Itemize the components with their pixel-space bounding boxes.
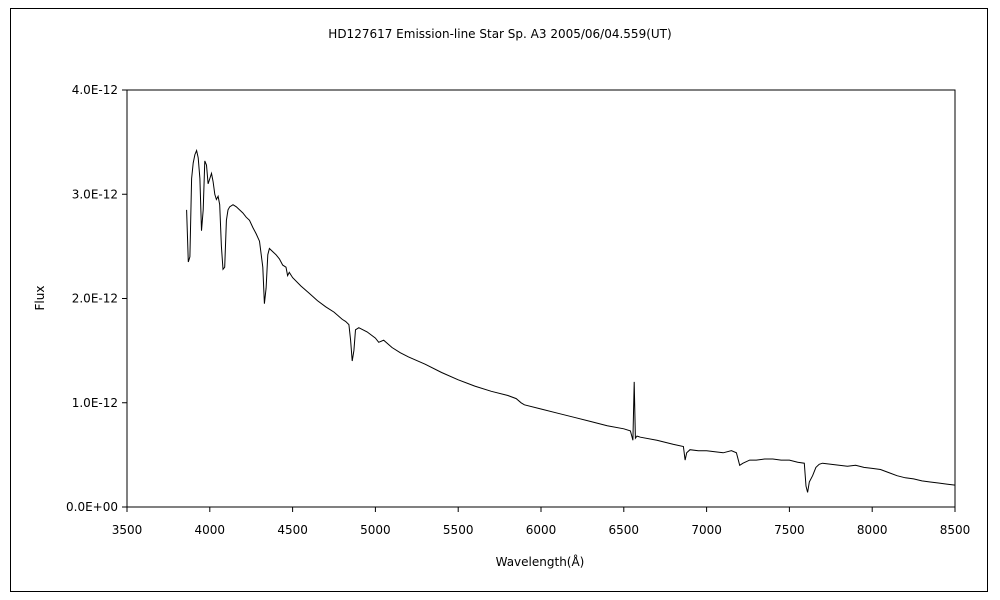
chart-title: HD127617 Emission-line Star Sp. A3 2005/… <box>328 27 671 41</box>
y-tick-label: 1.0E-12 <box>72 396 118 410</box>
y-tick-label: 4.0E-12 <box>72 83 118 97</box>
x-tick-label: 4500 <box>277 523 308 537</box>
y-axis: 0.0E+00 1.0E-12 2.0E-12 3.0E-12 4.0E-12 <box>66 83 127 514</box>
x-tick-label: 7500 <box>774 523 805 537</box>
x-tick-label: 6500 <box>609 523 640 537</box>
y-axis-label: Flux <box>33 286 47 311</box>
plot-area <box>126 89 956 508</box>
x-tick-label: 5500 <box>443 523 474 537</box>
series-line-flux <box>186 148 956 493</box>
x-axis: 3500 4000 4500 5000 5500 6000 6500 7000 7500 8000… <box>112 507 971 537</box>
x-tick-label: 5000 <box>360 523 391 537</box>
x-tick-label: 8000 <box>857 523 888 537</box>
x-tick-label: 4000 <box>195 523 226 537</box>
x-tick-label: 7000 <box>691 523 722 537</box>
y-tick-label: 3.0E-12 <box>72 187 118 201</box>
y-tick-label: 2.0E-12 <box>72 292 118 306</box>
x-tick-label: 8500 <box>940 523 971 537</box>
y-tick-label: 0.0E+00 <box>66 500 118 514</box>
x-tick-label: 3500 <box>112 523 143 537</box>
x-axis-label: Wavelength(Å) <box>496 554 585 569</box>
x-tick-label: 6000 <box>526 523 557 537</box>
